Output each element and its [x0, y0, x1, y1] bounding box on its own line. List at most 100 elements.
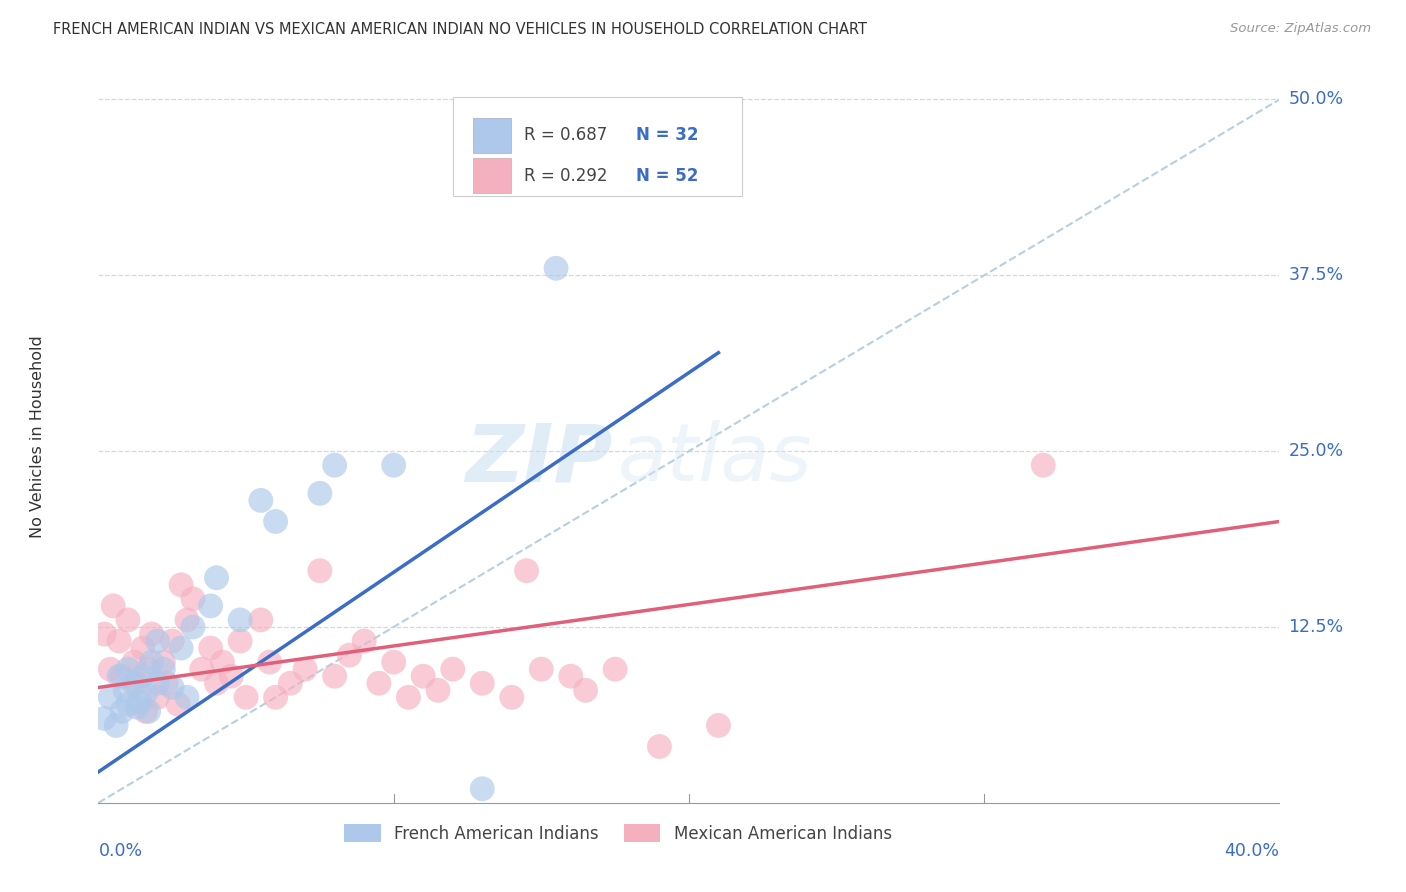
Point: [229, 613, 252, 627]
Point: [323, 458, 346, 473]
Point: [135, 705, 157, 719]
Point: [135, 686, 157, 700]
Point: [398, 690, 420, 705]
Text: 12.5%: 12.5%: [1288, 618, 1344, 636]
Legend: French American Indians, Mexican American Indians: French American Indians, Mexican America…: [337, 817, 898, 849]
Text: 40.0%: 40.0%: [1225, 842, 1279, 860]
Point: [323, 669, 346, 683]
Point: [605, 662, 627, 676]
Text: ZIP: ZIP: [465, 420, 612, 498]
Point: [111, 669, 134, 683]
Point: [155, 676, 177, 690]
Point: [170, 578, 193, 592]
Point: [205, 571, 228, 585]
Point: [200, 641, 222, 656]
FancyBboxPatch shape: [453, 97, 742, 195]
Text: Source: ZipAtlas.com: Source: ZipAtlas.com: [1230, 22, 1371, 36]
Point: [108, 634, 131, 648]
Point: [575, 683, 598, 698]
Point: [117, 613, 139, 627]
Point: [648, 739, 671, 754]
Bar: [472, 158, 510, 194]
Point: [93, 711, 115, 725]
Point: [167, 698, 190, 712]
Point: [122, 655, 145, 669]
Text: N = 32: N = 32: [636, 127, 699, 145]
Point: [546, 261, 568, 276]
Text: R = 0.292: R = 0.292: [523, 167, 607, 185]
Point: [309, 564, 332, 578]
Point: [427, 683, 450, 698]
Point: [294, 662, 316, 676]
Point: [229, 634, 252, 648]
Point: [191, 662, 214, 676]
Text: 37.5%: 37.5%: [1288, 267, 1344, 285]
Text: 0.0%: 0.0%: [98, 842, 142, 860]
Point: [280, 676, 302, 690]
Point: [368, 676, 391, 690]
Text: N = 52: N = 52: [636, 167, 699, 185]
Point: [211, 655, 233, 669]
Point: [98, 690, 121, 705]
Point: [250, 493, 273, 508]
Point: [176, 690, 198, 705]
Point: [259, 655, 281, 669]
Point: [707, 718, 730, 732]
Point: [138, 705, 160, 719]
Point: [412, 669, 434, 683]
Bar: [472, 118, 510, 153]
Point: [103, 599, 125, 613]
Point: [146, 690, 169, 705]
Point: [138, 662, 160, 676]
Point: [98, 662, 121, 676]
Point: [530, 662, 553, 676]
Point: [200, 599, 222, 613]
Point: [105, 718, 128, 732]
Point: [1032, 458, 1054, 473]
Point: [132, 641, 155, 656]
Point: [108, 669, 131, 683]
Point: [382, 458, 405, 473]
Point: [117, 662, 139, 676]
Point: [471, 676, 494, 690]
Point: [132, 669, 155, 683]
Point: [125, 676, 148, 690]
Point: [181, 620, 204, 634]
Point: [111, 705, 134, 719]
Point: [560, 669, 582, 683]
Point: [141, 627, 163, 641]
Text: 25.0%: 25.0%: [1288, 442, 1344, 460]
Point: [264, 515, 287, 529]
Point: [516, 564, 538, 578]
Point: [471, 781, 494, 796]
Text: FRENCH AMERICAN INDIAN VS MEXICAN AMERICAN INDIAN NO VEHICLES IN HOUSEHOLD CORRE: FRENCH AMERICAN INDIAN VS MEXICAN AMERIC…: [53, 22, 868, 37]
Point: [264, 690, 287, 705]
Point: [117, 698, 139, 712]
Point: [141, 655, 163, 669]
Point: [205, 676, 228, 690]
Point: [221, 669, 243, 683]
Point: [152, 655, 174, 669]
Point: [501, 690, 523, 705]
Point: [235, 690, 257, 705]
Point: [152, 662, 174, 676]
Point: [382, 655, 405, 669]
Text: 50.0%: 50.0%: [1288, 90, 1344, 109]
Point: [162, 681, 183, 695]
Point: [93, 627, 115, 641]
Point: [170, 641, 193, 656]
Point: [128, 694, 150, 708]
Point: [181, 591, 204, 606]
Text: No Vehicles in Household: No Vehicles in Household: [31, 335, 45, 539]
Point: [441, 662, 464, 676]
Point: [309, 486, 332, 500]
Text: R = 0.687: R = 0.687: [523, 127, 607, 145]
Point: [122, 676, 145, 690]
Point: [162, 634, 183, 648]
Point: [250, 613, 273, 627]
Point: [125, 700, 148, 714]
Point: [339, 648, 361, 662]
Point: [353, 634, 375, 648]
Point: [176, 613, 198, 627]
Point: [146, 634, 169, 648]
